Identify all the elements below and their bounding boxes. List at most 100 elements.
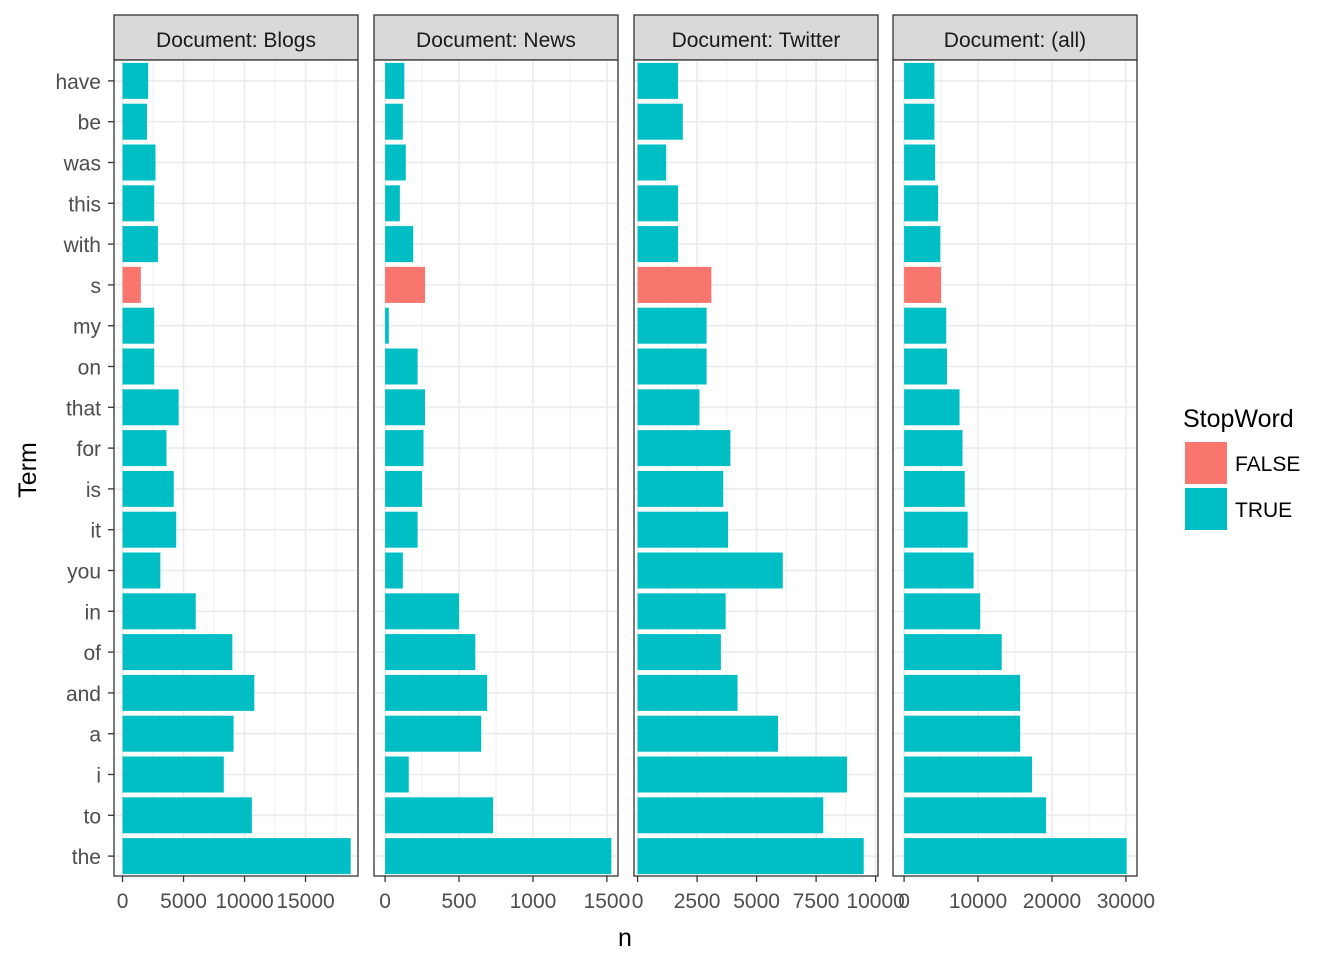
term-label-s: s [91,275,102,298]
bar-i [904,756,1033,793]
x-tick-label: 0 [117,890,129,913]
x-tick-label: 500 [442,890,477,913]
legend-label-true: TRUE [1235,499,1292,522]
x-tick-label: 30000 [1097,890,1155,913]
bar-in [122,593,196,630]
x-tick-label: 5000 [733,890,780,913]
panel-border [892,59,1138,877]
term-label-my: my [73,316,101,339]
bar-for [904,430,963,467]
term-label-in: in [85,601,101,624]
bar-you [122,552,161,589]
bar-with [385,226,414,263]
bar-a [122,715,234,752]
facet-panel: Document: Blogs 0 5000 10000 15000 [113,14,359,913]
bar-s [904,266,942,303]
bar-in [385,593,460,630]
bar-s [122,266,141,303]
x-tick-label: 0 [379,890,391,913]
bar-be [904,103,935,140]
facet-panel: Document: News 0 500 1000 1500 [373,14,631,913]
bar-and [904,674,1021,711]
bar-i [385,756,409,793]
bar-this [637,185,679,222]
x-tick-label: 15000 [276,890,334,913]
facet-panel: Document: (all) 0 10000 20000 30000 [892,14,1155,913]
y-axis-title: Term [14,442,42,498]
bar-the [385,838,612,875]
bar-with [637,226,679,263]
bar-with [904,226,941,263]
bar-it [385,511,418,548]
bar-on [637,348,707,385]
facet-strip-label: Document: News [416,29,576,52]
bar-be [122,103,147,140]
bar-s [637,266,712,303]
bar-that [904,389,960,426]
facet-strip [373,14,619,61]
bar-on [385,348,418,385]
facet-strip [113,14,359,61]
bar-that [385,389,426,426]
bar-that [122,389,179,426]
bar-is [122,470,174,507]
panel-border [113,59,359,877]
bar-to [385,797,494,834]
legend-entries: FALSE TRUE [1185,442,1300,530]
bar-in [637,593,726,630]
bar-to [637,797,824,834]
bar-is [385,470,423,507]
bar-and [385,674,488,711]
x-tick-label: 1500 [584,890,631,913]
facet-strip-label: Document: Twitter [672,29,841,52]
term-label-was: was [63,153,101,176]
bar-be [637,103,683,140]
x-tick-label: 0 [898,890,910,913]
bar-the [637,838,864,875]
term-label-a: a [89,724,101,747]
bar-with [122,226,158,263]
bar-be [385,103,403,140]
x-tick-label: 1000 [510,890,557,913]
bar-to [122,797,252,834]
bar-i [637,756,848,793]
bar-this [904,185,939,222]
x-tick-label: 10000 [846,890,904,913]
x-tick-label: 10000 [949,890,1007,913]
bar-a [385,715,482,752]
x-tick-label: 7500 [793,890,840,913]
facet-strip-label: Document: (all) [944,29,1086,52]
bar-of [637,634,721,671]
bar-this [385,185,400,222]
bar-my [385,307,389,344]
bar-the [122,838,351,875]
bar-you [385,552,403,589]
bar-it [122,511,177,548]
bar-a [904,715,1021,752]
bar-of [904,634,1002,671]
bar-is [904,470,965,507]
term-label-is: is [86,479,101,502]
bar-in [904,593,981,630]
bar-a [637,715,779,752]
bar-my [122,307,155,344]
plot-background [114,60,358,876]
term-label-you: you [67,561,101,584]
bar-have [122,62,149,99]
bar-that [637,389,700,426]
x-tick-label: 0 [632,890,644,913]
legend-key-false [1185,442,1227,484]
bar-for [385,430,424,467]
legend: StopWord FALSE TRUE [1183,405,1300,530]
term-label-it: it [91,520,102,543]
bar-was [904,144,936,181]
bar-it [904,511,968,548]
term-label-with: with [63,234,101,257]
legend-label-false: FALSE [1235,453,1300,476]
x-axis-title: n [618,924,632,952]
bar-you [637,552,783,589]
bar-have [385,62,405,99]
bar-for [122,430,167,467]
